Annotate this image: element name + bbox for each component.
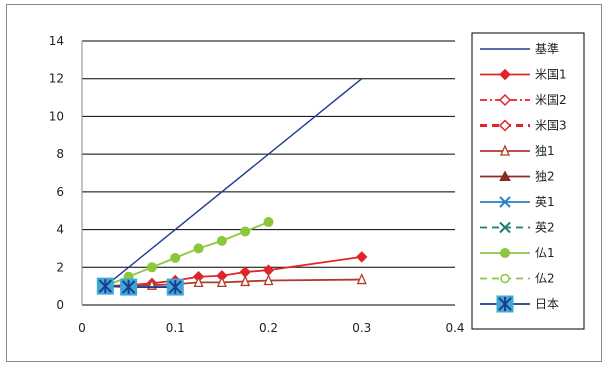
data-point xyxy=(121,279,137,295)
data-point xyxy=(357,252,367,262)
chart-frame: 0 2 4 6 8 10 12 14 0 0.1 0.2 0.3 0.4 基準米国1 米国2 米国3 独1 独… xyxy=(6,4,602,362)
series-基準 xyxy=(105,79,361,286)
y-tick-label: 14 xyxy=(49,34,64,48)
legend-label: 日本 xyxy=(535,297,559,311)
y-axis-ticks: 0 2 4 6 8 10 12 14 xyxy=(49,34,64,312)
legend-label: 独1 xyxy=(535,144,555,158)
legend-label: 仏1 xyxy=(535,246,555,260)
legend-label: 仏2 xyxy=(535,272,555,286)
series-line xyxy=(105,286,175,287)
data-point xyxy=(264,265,274,275)
y-tick-label: 10 xyxy=(49,109,64,123)
series-日本 xyxy=(97,278,183,295)
data-point xyxy=(167,279,183,295)
data-point xyxy=(147,263,156,272)
y-tick-label: 8 xyxy=(56,147,64,161)
data-point xyxy=(194,244,203,253)
x-tick-label: 0.3 xyxy=(352,321,371,335)
x-tick-label: 0.1 xyxy=(166,321,185,335)
plot-series xyxy=(97,79,366,295)
legend-label: 米国3 xyxy=(535,119,567,133)
data-point xyxy=(171,253,180,262)
series-line xyxy=(105,280,361,287)
data-point xyxy=(241,227,250,236)
data-point xyxy=(217,236,226,245)
legend-label: 独2 xyxy=(535,170,555,184)
legend-label: 米国2 xyxy=(535,93,567,107)
data-point xyxy=(97,278,113,294)
legend-marker xyxy=(497,296,513,312)
legend-label: 英2 xyxy=(535,221,555,235)
x-tick-label: 0.2 xyxy=(259,321,278,335)
y-tick-label: 0 xyxy=(56,298,64,312)
x-tick-label: 0.4 xyxy=(445,321,464,335)
legend-label: 基準 xyxy=(535,41,559,56)
x-tick-label: 0 xyxy=(78,321,86,335)
y-tick-label: 4 xyxy=(56,223,64,237)
legend-box xyxy=(472,33,584,329)
legend-label: 英1 xyxy=(535,195,555,209)
x-axis-ticks: 0 0.1 0.2 0.3 0.4 xyxy=(78,321,464,335)
legend-marker xyxy=(501,249,510,258)
data-point xyxy=(264,218,273,227)
legend-label: 米国1 xyxy=(535,68,567,82)
y-tick-label: 2 xyxy=(56,260,64,274)
legend-marker xyxy=(501,275,509,283)
series-line xyxy=(105,79,361,286)
y-tick-label: 6 xyxy=(56,185,64,199)
y-tick-label: 12 xyxy=(49,72,64,86)
